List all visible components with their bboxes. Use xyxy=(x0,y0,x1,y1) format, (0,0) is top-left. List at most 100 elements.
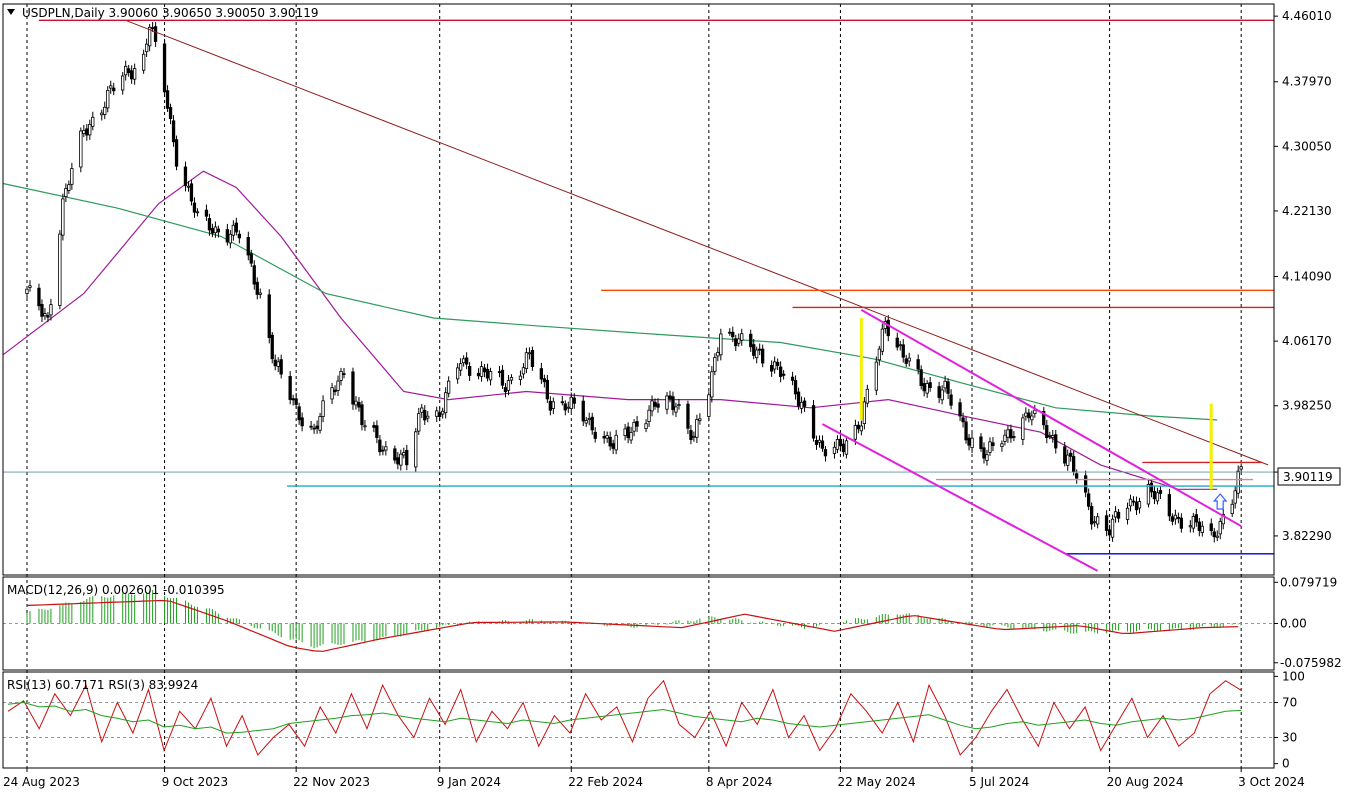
candle-body xyxy=(312,427,316,430)
candle-body xyxy=(853,425,857,440)
candle-body xyxy=(581,400,585,422)
candle-body xyxy=(127,68,131,74)
trendline xyxy=(125,19,1269,466)
candle-body xyxy=(300,417,304,427)
candle-body xyxy=(252,265,256,285)
candle-body xyxy=(121,75,125,91)
candle-body xyxy=(1152,490,1157,500)
candle-body xyxy=(841,443,846,453)
rsi-header: RSI(13) 60.7171 RSI(3) 83.9924 xyxy=(7,678,198,692)
candle-body xyxy=(464,357,469,365)
candle-body xyxy=(1063,446,1067,464)
candle-body xyxy=(435,410,439,417)
candle-body xyxy=(665,395,669,410)
candle-body xyxy=(168,107,173,120)
candle-body xyxy=(1200,525,1204,533)
candle-body xyxy=(814,439,819,445)
candle-body xyxy=(901,344,905,358)
candle-body xyxy=(455,367,460,380)
candle-body xyxy=(530,349,535,367)
candle-body xyxy=(1215,535,1219,538)
candle-body xyxy=(590,416,594,431)
candle-body xyxy=(1051,435,1055,438)
candle-body xyxy=(231,224,236,236)
candle-body xyxy=(440,410,445,415)
candle-body xyxy=(671,396,675,411)
candle-body xyxy=(1021,417,1025,440)
candle-body xyxy=(273,359,277,367)
candle-body xyxy=(112,87,116,92)
candle-body xyxy=(91,116,95,127)
candle-body xyxy=(716,351,720,357)
candle-body xyxy=(67,184,71,191)
candle-body xyxy=(964,421,968,441)
date-tick-label: 9 Jan 2024 xyxy=(437,775,501,789)
candle-body xyxy=(1048,434,1052,437)
candle-body xyxy=(608,436,612,447)
candle-body xyxy=(1209,523,1213,531)
date-tick-label: 3 Oct 2024 xyxy=(1238,775,1305,789)
candle-body xyxy=(396,457,400,465)
candle-body xyxy=(333,389,337,393)
candle-body xyxy=(43,313,47,317)
candle-body xyxy=(602,435,606,439)
price-tick-label: 4.30050 xyxy=(1282,139,1332,153)
macd-panel xyxy=(3,589,1274,652)
candle-body xyxy=(417,413,421,432)
rsi-fast-line xyxy=(7,679,1242,756)
triangle-down-icon[interactable] xyxy=(7,9,15,15)
candle-body xyxy=(877,348,881,361)
candle-body xyxy=(626,426,630,438)
candle-body xyxy=(393,448,397,461)
candle-body xyxy=(37,287,41,307)
candle-body xyxy=(479,366,484,377)
price-tag: 3.90119 xyxy=(1277,467,1341,486)
candle-body xyxy=(880,328,884,352)
candle-body xyxy=(569,396,573,409)
macd-tick-label: 0.00 xyxy=(1280,617,1307,631)
candle-body xyxy=(186,185,191,188)
candle-body xyxy=(458,363,463,371)
candle-body xyxy=(1128,498,1133,507)
candle-body xyxy=(982,447,986,459)
candle-body xyxy=(629,431,633,441)
price-tag-text: 3.90119 xyxy=(1283,470,1333,484)
candle-body xyxy=(949,394,953,406)
candle-body xyxy=(485,368,490,379)
candle-body xyxy=(925,383,929,394)
candle-body xyxy=(192,202,197,213)
candle-body xyxy=(1075,473,1079,479)
candle-body xyxy=(647,409,651,422)
candle-body xyxy=(378,439,382,453)
candle-body xyxy=(518,375,523,381)
candle-body xyxy=(1194,514,1198,523)
candle-body xyxy=(249,253,253,264)
candle-body xyxy=(686,403,690,429)
vertical-marker xyxy=(859,318,863,421)
candle-body xyxy=(207,218,212,231)
candle-body xyxy=(916,359,920,370)
candle-body xyxy=(82,130,86,134)
candle-body xyxy=(991,442,995,446)
candle-body xyxy=(593,431,597,439)
candle-body xyxy=(928,382,932,389)
candle-body xyxy=(587,417,591,420)
candle-body xyxy=(1146,483,1151,505)
candle-body xyxy=(650,400,654,412)
panel-frame xyxy=(2,671,1275,769)
candle-body xyxy=(719,333,723,356)
candle-body xyxy=(509,377,514,381)
candle-body xyxy=(689,430,693,441)
candle-body xyxy=(1006,429,1010,438)
candle-body xyxy=(1149,482,1154,493)
candle-body xyxy=(904,358,908,364)
candle-body xyxy=(1107,529,1112,536)
candle-body xyxy=(566,406,570,409)
candle-body xyxy=(790,376,795,381)
candle-body xyxy=(336,380,340,391)
macd-label: MACD(12,26,9) 0.002601 -0.010395 xyxy=(7,583,225,597)
candle-body xyxy=(482,367,487,373)
candle-body xyxy=(1218,521,1222,535)
